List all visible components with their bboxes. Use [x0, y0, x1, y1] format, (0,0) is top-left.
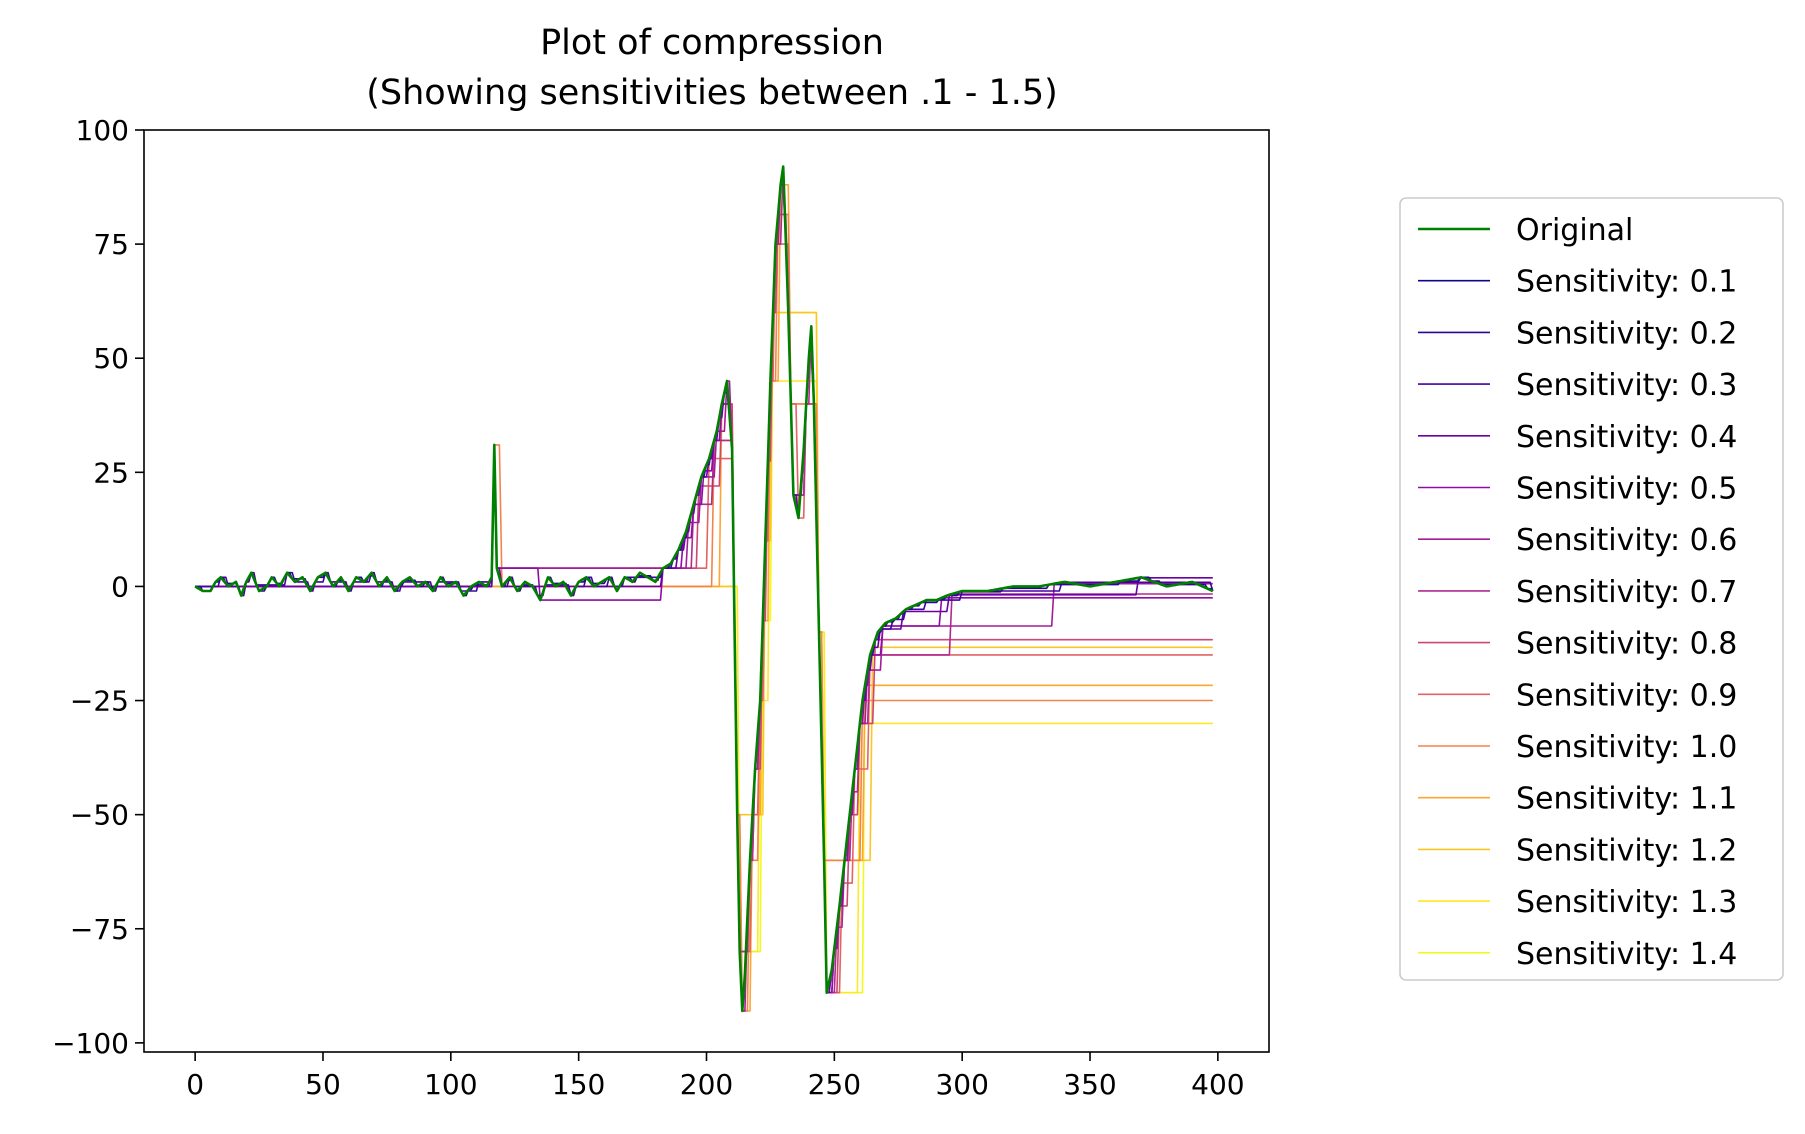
x-tick-label: 400	[1191, 1068, 1244, 1101]
series-line	[195, 243, 1213, 994]
chart-title: Plot of compression	[540, 23, 884, 63]
y-tick-label: −100	[52, 1027, 129, 1060]
legend-label: Sensitivity: 1.2	[1516, 833, 1737, 868]
x-tick-label: 150	[552, 1068, 605, 1101]
series-line	[195, 165, 1213, 994]
series-line	[194, 165, 1214, 1013]
series-line	[195, 184, 1213, 1012]
legend-label: Sensitivity: 1.1	[1516, 782, 1737, 817]
series-layer	[194, 165, 1214, 1013]
x-tick-label: 200	[680, 1068, 733, 1101]
legend-label: Sensitivity: 0.9	[1516, 678, 1737, 713]
x-tick-label: 250	[808, 1068, 861, 1101]
y-tick-label: −25	[70, 685, 129, 718]
x-tick-label: 50	[305, 1068, 341, 1101]
legend: Original Sensitivity: 0.1 Sensitivity: 0.2…	[1399, 197, 1784, 981]
y-tick-label: −75	[70, 913, 129, 946]
y-tick-label: 100	[76, 114, 129, 147]
y-tick-label: 50	[93, 342, 129, 375]
y-tick-label: 25	[93, 456, 129, 489]
chart-subtitle: (Showing sensitivities between .1 - 1.5)	[366, 73, 1058, 113]
x-tick-label: 100	[424, 1068, 477, 1101]
legend-label: Sensitivity: 0.3	[1516, 368, 1737, 403]
legend-label: Sensitivity: 1.3	[1516, 885, 1737, 920]
y-tick-label: 0	[111, 570, 129, 603]
legend-label: Sensitivity: 0.5	[1516, 472, 1737, 507]
x-tick-label: 0	[186, 1068, 204, 1101]
legend-label: Sensitivity: 1.4	[1516, 937, 1737, 972]
x-axis: 0 50 100 150 200 250 300 350 400	[186, 1052, 1245, 1101]
series-line	[195, 213, 1213, 1012]
legend-label: Sensitivity: 0.6	[1516, 523, 1737, 558]
series-line	[195, 213, 1213, 994]
legend-label: Sensitivity: 1.0	[1516, 730, 1737, 765]
series-line	[195, 311, 1213, 994]
y-tick-label: 75	[93, 228, 129, 261]
x-tick-label: 350	[1063, 1068, 1116, 1101]
y-tick-label: −50	[70, 799, 129, 832]
legend-label: Sensitivity: 0.8	[1516, 627, 1737, 662]
legend-label: Sensitivity: 0.4	[1516, 420, 1737, 455]
legend-label: Sensitivity: 0.1	[1516, 265, 1737, 300]
legend-box	[1399, 197, 1784, 981]
legend-label: Sensitivity: 0.7	[1516, 575, 1737, 610]
x-tick-label: 300	[935, 1068, 988, 1101]
legend-label: Sensitivity: 0.2	[1516, 316, 1737, 351]
y-axis: 100 75 50 25 0 −25 −50 −75 −100	[52, 114, 144, 1060]
legend-label: Original	[1516, 213, 1633, 248]
